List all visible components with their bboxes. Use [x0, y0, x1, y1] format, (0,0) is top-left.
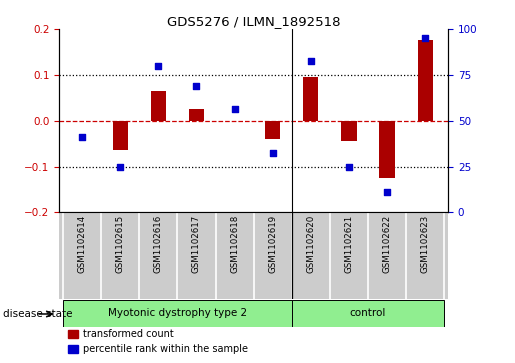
Bar: [113, 121, 128, 151]
Text: GSM1102618: GSM1102618: [230, 215, 239, 273]
Bar: [151, 91, 166, 121]
Text: GSM1102620: GSM1102620: [306, 215, 315, 273]
Bar: [341, 121, 356, 141]
Bar: [303, 77, 318, 121]
Point: [154, 63, 162, 69]
Point: [421, 35, 430, 41]
Text: GSM1102623: GSM1102623: [421, 215, 430, 273]
Point: [78, 134, 86, 140]
Bar: [189, 109, 204, 121]
Text: GSM1102621: GSM1102621: [345, 215, 353, 273]
Text: Myotonic dystrophy type 2: Myotonic dystrophy type 2: [108, 309, 247, 318]
Title: GDS5276 / ILMN_1892518: GDS5276 / ILMN_1892518: [167, 15, 340, 28]
Bar: [292, 300, 444, 327]
Legend: transformed count, percentile rank within the sample: transformed count, percentile rank withi…: [64, 326, 251, 358]
Bar: [63, 300, 292, 327]
Text: GSM1102619: GSM1102619: [268, 215, 277, 273]
Text: GSM1102622: GSM1102622: [383, 215, 391, 273]
Text: GSM1102615: GSM1102615: [116, 215, 125, 273]
Point: [345, 164, 353, 170]
Text: GSM1102617: GSM1102617: [192, 215, 201, 273]
Point: [383, 189, 391, 195]
Point: [192, 83, 200, 89]
Bar: [418, 41, 433, 121]
Text: control: control: [350, 309, 386, 318]
Text: GSM1102614: GSM1102614: [78, 215, 87, 273]
Bar: [380, 121, 394, 178]
Point: [230, 106, 238, 112]
Text: disease state: disease state: [3, 309, 72, 319]
Text: GSM1102616: GSM1102616: [154, 215, 163, 273]
Bar: [265, 121, 280, 139]
Point: [269, 150, 277, 156]
Point: [307, 58, 315, 64]
Point: [116, 164, 124, 170]
